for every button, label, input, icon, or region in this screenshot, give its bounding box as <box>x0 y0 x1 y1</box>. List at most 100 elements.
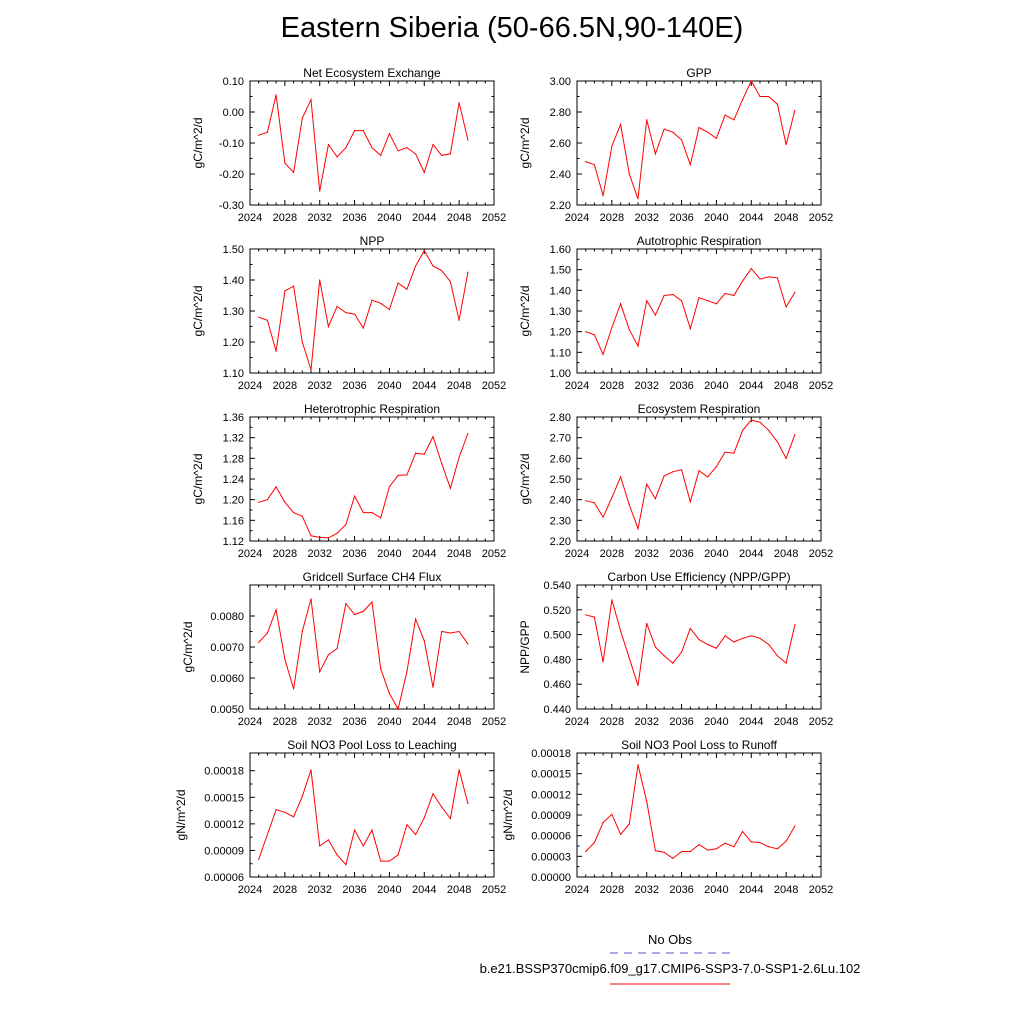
y-tick-label: 1.40 <box>550 285 571 297</box>
y-tick-label: 1.24 <box>223 474 244 486</box>
data-point <box>794 624 796 626</box>
y-tick-label: -0.10 <box>219 138 244 150</box>
data-point <box>680 469 683 471</box>
data-point <box>759 841 761 844</box>
x-tick-label: 2032 <box>634 380 658 392</box>
data-point <box>733 119 735 121</box>
x-tick-label: 2048 <box>447 548 471 560</box>
x-tick-label: 2048 <box>774 884 798 896</box>
y-tick-label: 1.00 <box>550 368 571 380</box>
data-point <box>275 609 277 611</box>
y-axis-label: NPP/GPP <box>518 620 532 673</box>
data-point <box>345 311 347 314</box>
y-tick-label: -0.30 <box>219 200 244 212</box>
panel-7: Gridcell Surface CH4 Flux 2024 2028 2032 203… <box>181 570 506 728</box>
x-tick-label: 2052 <box>482 716 506 728</box>
data-point <box>602 516 604 518</box>
y-tick-label: 0.00018 <box>204 766 244 778</box>
x-tick-label: 2032 <box>307 884 331 896</box>
data-point <box>319 279 321 281</box>
x-tick-label: 2024 <box>238 884 262 896</box>
data-point <box>715 647 718 649</box>
data-point <box>637 684 639 687</box>
data-point <box>724 114 726 116</box>
data-point <box>707 476 709 478</box>
panel-title: Ecosystem Respiration <box>638 402 761 416</box>
data-point <box>458 769 460 771</box>
y-axis-label: gN/m^2/d <box>174 790 188 841</box>
y-axis-label: gC/m^2/d <box>518 454 532 505</box>
data-point <box>467 432 469 435</box>
data-point <box>707 131 709 133</box>
panel-title: Heterotrophic Respiration <box>304 402 440 416</box>
panel-title: Gridcell Surface CH4 Flux <box>303 570 442 584</box>
panel-title: Soil NO3 Pool Loss to Leaching <box>287 738 456 752</box>
x-tick-label: 2028 <box>600 716 624 728</box>
data-point <box>292 688 295 690</box>
data-point <box>432 793 434 795</box>
data-point <box>733 846 735 848</box>
data-point <box>458 456 460 458</box>
y-tick-label: 2.20 <box>550 200 571 212</box>
data-point <box>689 501 691 503</box>
data-point <box>759 95 761 98</box>
data-point <box>602 195 604 197</box>
data-point <box>467 802 469 805</box>
data-point <box>449 153 452 155</box>
data-point <box>776 103 779 105</box>
data-point <box>733 294 735 297</box>
data-point <box>654 850 657 852</box>
data-point <box>327 325 330 328</box>
data-point <box>585 850 587 853</box>
data-point <box>449 632 452 634</box>
data-point <box>258 316 260 318</box>
data-point <box>611 813 613 815</box>
data-point <box>680 850 683 853</box>
panel-6: Ecosystem Respiration 2024 2028 2032 2036 204… <box>518 402 833 560</box>
series-line <box>585 267 796 356</box>
y-tick-label: 0.00012 <box>204 819 244 831</box>
panel-2: GPP 2024 2028 2032 2036 2040 2044 2048 2052 3.00 2… <box>518 66 833 224</box>
data-point <box>680 139 683 141</box>
data-point <box>406 671 408 673</box>
data-point <box>414 618 417 620</box>
x-tick-label: 2052 <box>482 212 506 224</box>
data-point <box>371 601 373 603</box>
data-point <box>593 164 596 166</box>
data-point <box>310 598 312 600</box>
x-tick-label: 2040 <box>377 380 401 392</box>
panel-title: Net Ecosystem Exchange <box>303 66 441 80</box>
data-point <box>698 470 700 472</box>
x-tick-label: 2052 <box>809 884 833 896</box>
data-point <box>362 511 364 514</box>
data-point <box>406 824 408 826</box>
series-line <box>258 249 469 371</box>
data-point <box>698 296 700 299</box>
data-point <box>388 133 391 135</box>
x-tick-label: 2032 <box>307 380 331 392</box>
data-point <box>423 640 425 642</box>
y-tick-label: 2.20 <box>550 536 571 548</box>
y-tick-label: 1.10 <box>550 347 571 359</box>
data-point <box>362 130 364 132</box>
data-point <box>602 353 604 355</box>
y-tick-label: 1.30 <box>550 306 571 318</box>
panel-1: Net Ecosystem Exchange 2024 2028 2032 2036 20… <box>191 66 506 224</box>
data-point <box>672 857 674 860</box>
data-point <box>258 501 260 503</box>
x-tick-label: 2052 <box>809 716 833 728</box>
data-point <box>345 523 347 526</box>
x-tick-label: 2032 <box>307 716 331 728</box>
panel-title: Soil NO3 Pool Loss to Runoff <box>621 738 778 752</box>
x-tick-label: 2028 <box>600 548 624 560</box>
data-point <box>292 816 295 818</box>
x-tick-label: 2032 <box>634 884 658 896</box>
y-tick-label: 1.40 <box>223 275 244 287</box>
data-point <box>414 833 417 836</box>
x-tick-label: 2036 <box>669 212 693 224</box>
data-point <box>733 452 735 454</box>
data-point <box>388 860 391 862</box>
data-point <box>353 313 356 315</box>
data-point <box>371 299 373 301</box>
data-point <box>654 498 657 500</box>
